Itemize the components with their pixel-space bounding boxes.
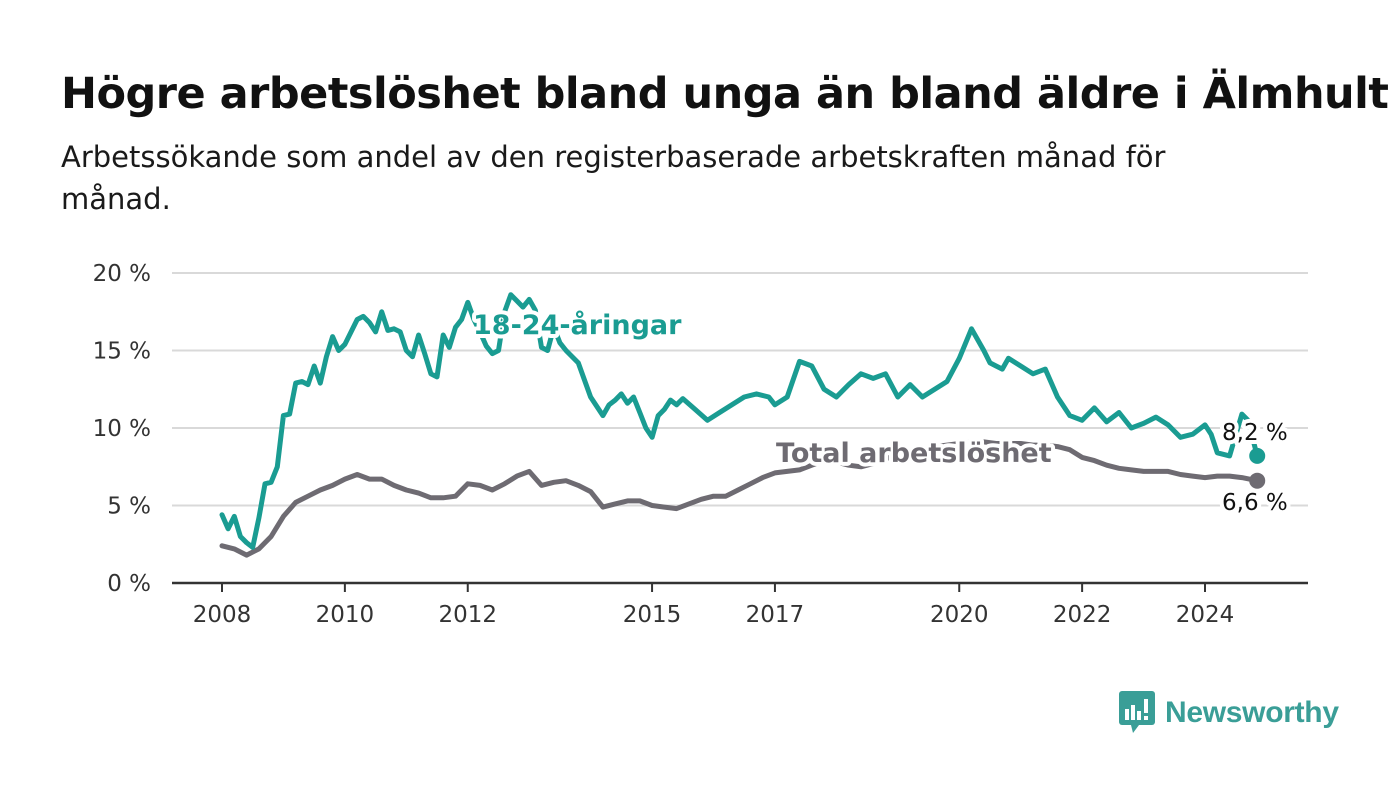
series-lines <box>219 292 1266 558</box>
x-tick-label: 2017 <box>746 602 805 628</box>
newsworthy-logo-icon <box>1119 691 1155 733</box>
y-tick-label: 10 % <box>93 416 151 442</box>
x-tick-label: 2022 <box>1053 602 1112 628</box>
y-tick-label: 15 % <box>93 339 151 365</box>
x-axis-ticks: 2008 2010 2012 2015 2017 2020 2022 2024 <box>193 583 1235 628</box>
y-tick-label: 5 % <box>107 494 151 520</box>
y-tick-label: 20 % <box>93 261 151 287</box>
end-point-young <box>1249 447 1266 464</box>
x-tick-label: 2008 <box>193 602 252 628</box>
logo-text: Newsworthy <box>1165 696 1339 729</box>
series-label-young-halo: 18-24-åringar <box>473 309 682 341</box>
end-label-young: 8,2 % <box>1222 420 1288 446</box>
x-tick-label: 2020 <box>930 602 989 628</box>
newsworthy-logo: Newsworthy <box>1119 691 1339 735</box>
x-tick-label: 2012 <box>438 602 497 628</box>
chart-title: Högre arbetslöshet bland unga än bland ä… <box>61 69 1389 119</box>
end-label-young-halo: 8,2 % <box>1222 420 1288 446</box>
end-label-total-halo: 6,6 % <box>1222 490 1288 516</box>
x-tick-label: 2024 <box>1176 602 1235 628</box>
series-label-total-halo: Total arbetslöshet <box>776 438 1052 469</box>
end-label-total: 6,6 % <box>1222 490 1288 516</box>
end-point-total <box>1249 472 1266 489</box>
gridlines <box>172 272 1308 585</box>
x-tick-label: 2010 <box>316 602 375 628</box>
series-label-total: Total arbetslöshet <box>776 438 1052 469</box>
series-line-young <box>219 292 1260 550</box>
y-tick-label: 0 % <box>107 571 151 597</box>
series-label-young: 18-24-åringar <box>473 309 682 341</box>
x-tick-label: 2015 <box>623 602 682 628</box>
series-line-total <box>219 439 1260 558</box>
y-axis-ticks: 0 % 5 % 10 % 15 % 20 % <box>93 261 151 597</box>
chart-subtitle: Arbetssökande som andel av den registerb… <box>61 140 1166 216</box>
